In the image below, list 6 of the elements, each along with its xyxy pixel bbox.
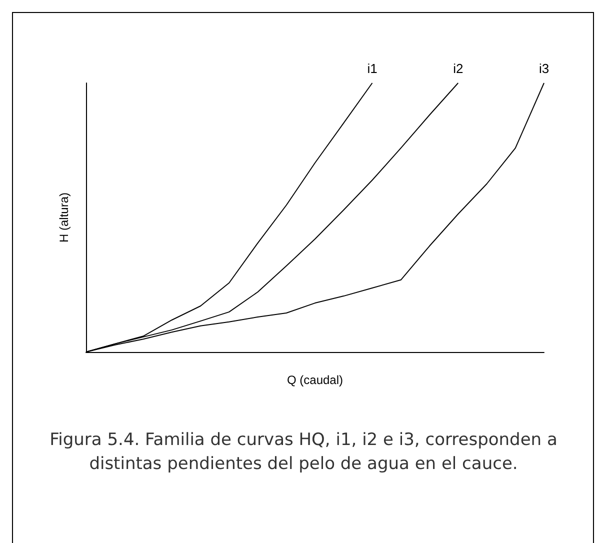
- series-label: i3: [538, 61, 550, 76]
- series-label: i2: [453, 61, 464, 76]
- x-axis-title: Q (caudal): [286, 373, 344, 387]
- series-label: i1: [367, 61, 378, 76]
- y-axis-title: H (altura): [57, 192, 71, 243]
- text: Figura 5.4. Familia de curvas HQ, i1, i2 e i3, corresponden a distintas pendientes del pelo de agua en el cauce.: [48, 429, 558, 476]
